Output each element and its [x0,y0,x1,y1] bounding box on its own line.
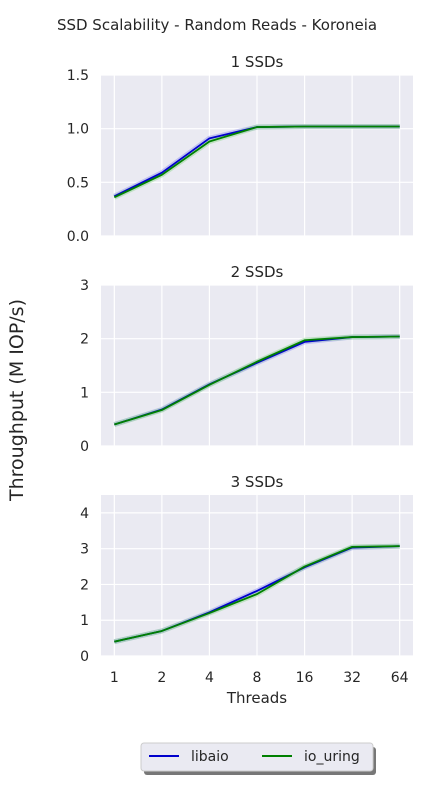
figure-title: SSD Scalability - Random Reads - Koronei… [57,16,377,34]
chart-panel-2: 0 1 2 3 2 SSDs [80,263,413,455]
series-line-io-uring [113,125,400,199]
shared-y-axis-label: Throughput (M IOP/s) [6,299,28,502]
legend-label-libaio: libaio [191,749,229,765]
y-tick-label: 1.0 [67,122,89,138]
x-tick-label: 1 [110,670,119,686]
y-tick-label: 3 [80,278,89,294]
chart-panels: 0.0 0.5 1.0 1.5 1 SSDs 0 1 2 3 2 SSDs 0 1 2 3 4 3 SSDs 1… [67,53,413,707]
y-tick-label: 2 [80,577,89,593]
y-tick-label: 2 [80,332,89,348]
legend: libaio io_uring [140,742,376,775]
y-tick-label: 4 [80,506,89,522]
panel-title: 2 SSDs [231,263,284,281]
x-tick-label: 8 [253,670,262,686]
y-tick-label: 0 [80,439,89,455]
y-tick-label: 0.5 [67,175,89,191]
x-axis-label: Threads [226,689,287,707]
y-tick-label: 0.0 [67,229,89,245]
series-line-io-uring [114,335,400,426]
y-tick-label: 1 [80,613,89,629]
y-tick-label: 1 [80,385,89,401]
series-line-io-uring [114,545,400,643]
y-tick-label: 0 [80,649,89,665]
x-tick-label: 16 [296,670,314,686]
panel-title: 1 SSDs [231,53,284,71]
x-tick-label: 32 [343,670,361,686]
chart-panel-3: 0 1 2 3 4 3 SSDs 1 2 4 8 16 32 64 Threads [80,473,413,707]
panel-title: 3 SSDs [231,473,284,491]
legend-label-io-uring: io_uring [304,749,360,765]
x-tick-label: 4 [205,670,214,686]
legend-box [140,742,374,772]
chart-panel-1: 0.0 0.5 1.0 1.5 1 SSDs [67,53,413,245]
x-tick-label: 64 [391,670,409,686]
y-tick-label: 3 [80,542,89,558]
x-tick-label: 2 [157,670,166,686]
y-tick-label: 1.5 [67,68,89,84]
